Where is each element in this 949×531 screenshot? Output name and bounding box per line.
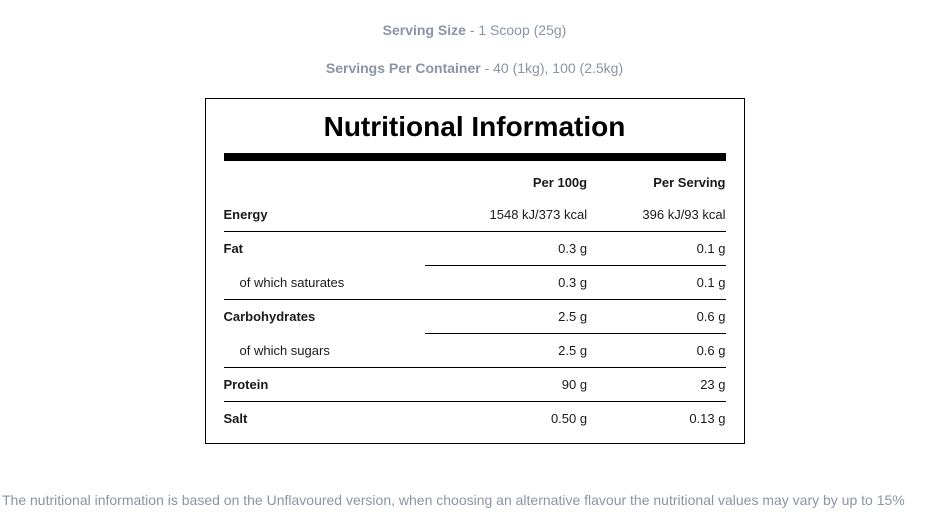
table-row: of which sugars2.5 g0.6 g (224, 334, 726, 368)
col-header-per100g: Per 100g (425, 167, 587, 198)
row-perserving: 0.13 g (587, 402, 725, 436)
panel-divider-bar (224, 153, 726, 161)
footnote-text: The nutritional information is based on … (0, 490, 949, 511)
row-label: Protein (224, 368, 425, 402)
row-perserving: 0.6 g (587, 300, 725, 334)
servings-per-line: Servings Per Container - 40 (1kg), 100 (… (0, 60, 949, 76)
serving-size-label: Serving Size (383, 22, 466, 38)
row-per100g: 0.50 g (425, 402, 587, 436)
servings-per-label: Servings Per Container (326, 60, 481, 76)
panel-title: Nutritional Information (224, 111, 726, 143)
row-per100g: 90 g (425, 368, 587, 402)
row-per100g: 0.3 g (425, 232, 587, 266)
row-label: Energy (224, 198, 425, 232)
row-label: Carbohydrates (224, 300, 425, 334)
col-header-label (224, 167, 425, 198)
table-row: Salt0.50 g0.13 g (224, 402, 726, 436)
col-header-perserving: Per Serving (587, 167, 725, 198)
servings-per-value: - 40 (1kg), 100 (2.5kg) (481, 60, 623, 76)
row-label: of which saturates (224, 266, 425, 300)
row-per100g: 2.5 g (425, 334, 587, 368)
table-row: of which saturates0.3 g0.1 g (224, 266, 726, 300)
table-row: Protein90 g23 g (224, 368, 726, 402)
table-row: Fat0.3 g0.1 g (224, 232, 726, 266)
table-header-row: Per 100g Per Serving (224, 167, 726, 198)
row-label: Salt (224, 402, 425, 436)
row-per100g: 1548 kJ/373 kcal (425, 198, 587, 232)
table-row: Carbohydrates2.5 g0.6 g (224, 300, 726, 334)
row-perserving: 0.1 g (587, 232, 725, 266)
row-per100g: 2.5 g (425, 300, 587, 334)
row-perserving: 396 kJ/93 kcal (587, 198, 725, 232)
row-label: Fat (224, 232, 425, 266)
row-label: of which sugars (224, 334, 425, 368)
serving-size-line: Serving Size - 1 Scoop (25g) (0, 22, 949, 38)
row-perserving: 0.6 g (587, 334, 725, 368)
table-row: Energy1548 kJ/373 kcal396 kJ/93 kcal (224, 198, 726, 232)
nutrition-table: Per 100g Per Serving Energy1548 kJ/373 k… (224, 167, 726, 435)
row-perserving: 0.1 g (587, 266, 725, 300)
row-per100g: 0.3 g (425, 266, 587, 300)
nutrition-panel: Nutritional Information Per 100g Per Ser… (205, 98, 745, 444)
serving-size-value: - 1 Scoop (25g) (466, 22, 566, 38)
row-perserving: 23 g (587, 368, 725, 402)
